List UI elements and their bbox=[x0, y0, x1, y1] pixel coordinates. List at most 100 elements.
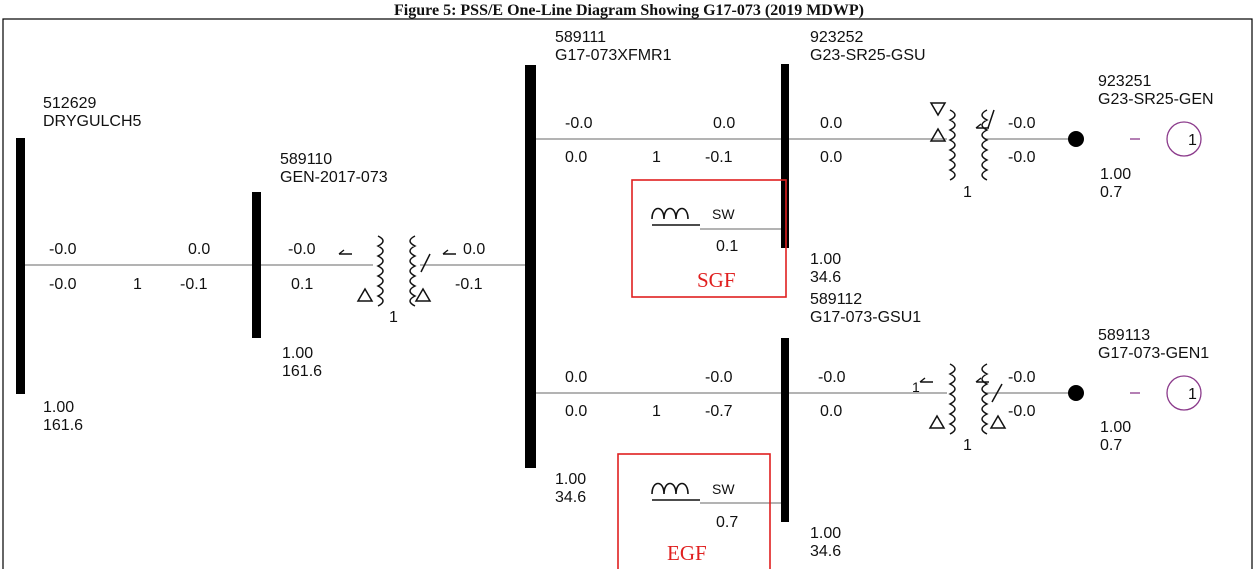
bus-589113-name: G17-073-GEN1 bbox=[1098, 345, 1209, 362]
bus-923252-bar[interactable] bbox=[781, 64, 789, 248]
delta-icon bbox=[989, 414, 1007, 429]
shunt-type: SW bbox=[712, 206, 735, 222]
switched-shunt-egf[interactable]: SW 0.7 EGF bbox=[617, 453, 771, 569]
generator-terminal-dot bbox=[1068, 131, 1084, 147]
flow-label: -0.0 bbox=[565, 115, 593, 132]
circuit-id: 1 bbox=[963, 184, 972, 201]
delta-icon bbox=[356, 287, 374, 302]
bus-589110-number: 589110 bbox=[280, 151, 332, 168]
winding-coil-icon bbox=[981, 109, 989, 181]
flow-label: -0.1 bbox=[455, 276, 483, 293]
flow-label: -0.0 bbox=[1008, 149, 1036, 166]
inductor-coil-icon bbox=[651, 482, 700, 501]
transformer-589112-589113[interactable] bbox=[928, 363, 1007, 435]
circuit-id: 1 bbox=[963, 437, 972, 454]
inductor-coil-icon bbox=[651, 207, 700, 226]
bus-923251-angle: 0.7 bbox=[1100, 184, 1122, 201]
generator-923251[interactable]: 1 bbox=[1068, 121, 1202, 157]
flow-label: 0.0 bbox=[820, 115, 842, 132]
circuit-id: 1 bbox=[389, 309, 398, 326]
bus-923251-number: 923251 bbox=[1098, 73, 1151, 90]
bus-589110-name: GEN-2017-073 bbox=[280, 169, 388, 186]
highlight-box-egf bbox=[617, 453, 771, 569]
flow-label: -0.7 bbox=[705, 403, 733, 420]
bus-589113-number: 589113 bbox=[1098, 327, 1150, 344]
flow-label: 0.0 bbox=[565, 369, 587, 386]
winding-coil-icon bbox=[948, 363, 956, 435]
flow-label: 0.0 bbox=[820, 149, 842, 166]
tap-arrow-icon bbox=[991, 383, 1003, 403]
tap-arrow-icon bbox=[987, 109, 995, 129]
bus-512629-voltage: 1.00 bbox=[43, 399, 74, 416]
bus-589111-name: G17-073XFMR1 bbox=[555, 47, 672, 64]
flow-label: -0.0 bbox=[49, 241, 77, 258]
generator-id: 1 bbox=[1188, 386, 1197, 403]
bus-bars bbox=[16, 64, 789, 522]
highlight-tag-egf: EGF bbox=[667, 541, 707, 565]
switched-shunt-sgf[interactable]: SW 0.1 SGF bbox=[631, 179, 787, 298]
flow-arrow-icon bbox=[975, 123, 989, 129]
bus-589113-angle: 0.7 bbox=[1100, 437, 1122, 454]
bus-589112-bar[interactable] bbox=[781, 338, 789, 522]
bus-512629-angle: 161.6 bbox=[43, 417, 83, 434]
flow-arrow-icon bbox=[442, 249, 456, 255]
flow-arrows bbox=[338, 123, 989, 383]
bus-923251-voltage: 1.00 bbox=[1100, 166, 1131, 183]
bus-589111-voltage: 1.00 bbox=[555, 471, 586, 488]
circuit-id: 1 bbox=[652, 403, 661, 420]
bus-923252-number: 923252 bbox=[810, 29, 863, 46]
branch-lines bbox=[20, 138, 1080, 504]
bus-923252-name: G23-SR25-GSU bbox=[810, 47, 926, 64]
bus-589112-number: 589112 bbox=[810, 291, 862, 308]
delta-icon bbox=[414, 287, 432, 302]
bus-512629-bar[interactable] bbox=[16, 138, 25, 394]
diagram-frame bbox=[2, 18, 1253, 569]
bus-589111-number: 589111 bbox=[555, 29, 606, 46]
bus-589110-bar[interactable] bbox=[252, 192, 261, 338]
generator-icon bbox=[1166, 375, 1202, 411]
bus-923252-voltage: 1.00 bbox=[810, 251, 841, 268]
flow-label: -0.0 bbox=[1008, 369, 1036, 386]
bus-923251-name: G23-SR25-GEN bbox=[1098, 91, 1214, 108]
bus-923252-angle: 34.6 bbox=[810, 269, 841, 286]
shunt-value: 0.7 bbox=[716, 514, 738, 531]
bus-589110-angle: 161.6 bbox=[282, 363, 322, 380]
transformer-923252-923251[interactable] bbox=[929, 102, 995, 181]
flow-label: 0.1 bbox=[291, 276, 313, 293]
highlight-tag-sgf: SGF bbox=[697, 268, 736, 292]
delta-icon bbox=[929, 102, 947, 117]
flow-label: -0.0 bbox=[288, 241, 316, 258]
winding-coil-icon bbox=[376, 235, 384, 307]
winding-coil-icon bbox=[948, 109, 956, 181]
bus-512629-name: DRYGULCH5 bbox=[43, 113, 142, 130]
highlight-box-sgf bbox=[631, 179, 787, 298]
generator-id: 1 bbox=[1188, 132, 1197, 149]
bus-589112-name: G17-073-GSU1 bbox=[810, 309, 921, 326]
flow-label: 0.0 bbox=[463, 241, 485, 258]
flow-arrow-icon bbox=[975, 377, 989, 383]
delta-icon bbox=[928, 414, 946, 429]
flow-label: 0.0 bbox=[713, 115, 735, 132]
tap-arrow-icon bbox=[420, 253, 431, 273]
figure-caption: Figure 5: PSS/E One-Line Diagram Showing… bbox=[394, 2, 864, 19]
delta-icon bbox=[929, 127, 947, 142]
flow-label: -0.1 bbox=[705, 149, 733, 166]
generator-589113[interactable]: 1 bbox=[1068, 375, 1202, 411]
flow-label: -0.0 bbox=[1008, 403, 1036, 420]
flow-label: -0.0 bbox=[818, 369, 846, 386]
bus-589111-bar[interactable] bbox=[525, 65, 536, 468]
flow-label: -0.1 bbox=[180, 276, 208, 293]
bus-589110-voltage: 1.00 bbox=[282, 345, 313, 362]
flow-label: -0.0 bbox=[1008, 115, 1036, 132]
flow-label: -0.0 bbox=[705, 369, 733, 386]
circuit-id: 1 bbox=[133, 276, 142, 293]
flow-label: 0.0 bbox=[565, 149, 587, 166]
bus-589112-voltage: 1.00 bbox=[810, 525, 841, 542]
transformer-label: 1 bbox=[912, 379, 920, 395]
transformer-589110-589111[interactable] bbox=[356, 235, 432, 307]
bus-589111-angle: 34.6 bbox=[555, 489, 586, 506]
flow-arrow-icon bbox=[919, 377, 933, 383]
flow-label: -0.0 bbox=[49, 276, 77, 293]
flow-label: 0.0 bbox=[820, 403, 842, 420]
